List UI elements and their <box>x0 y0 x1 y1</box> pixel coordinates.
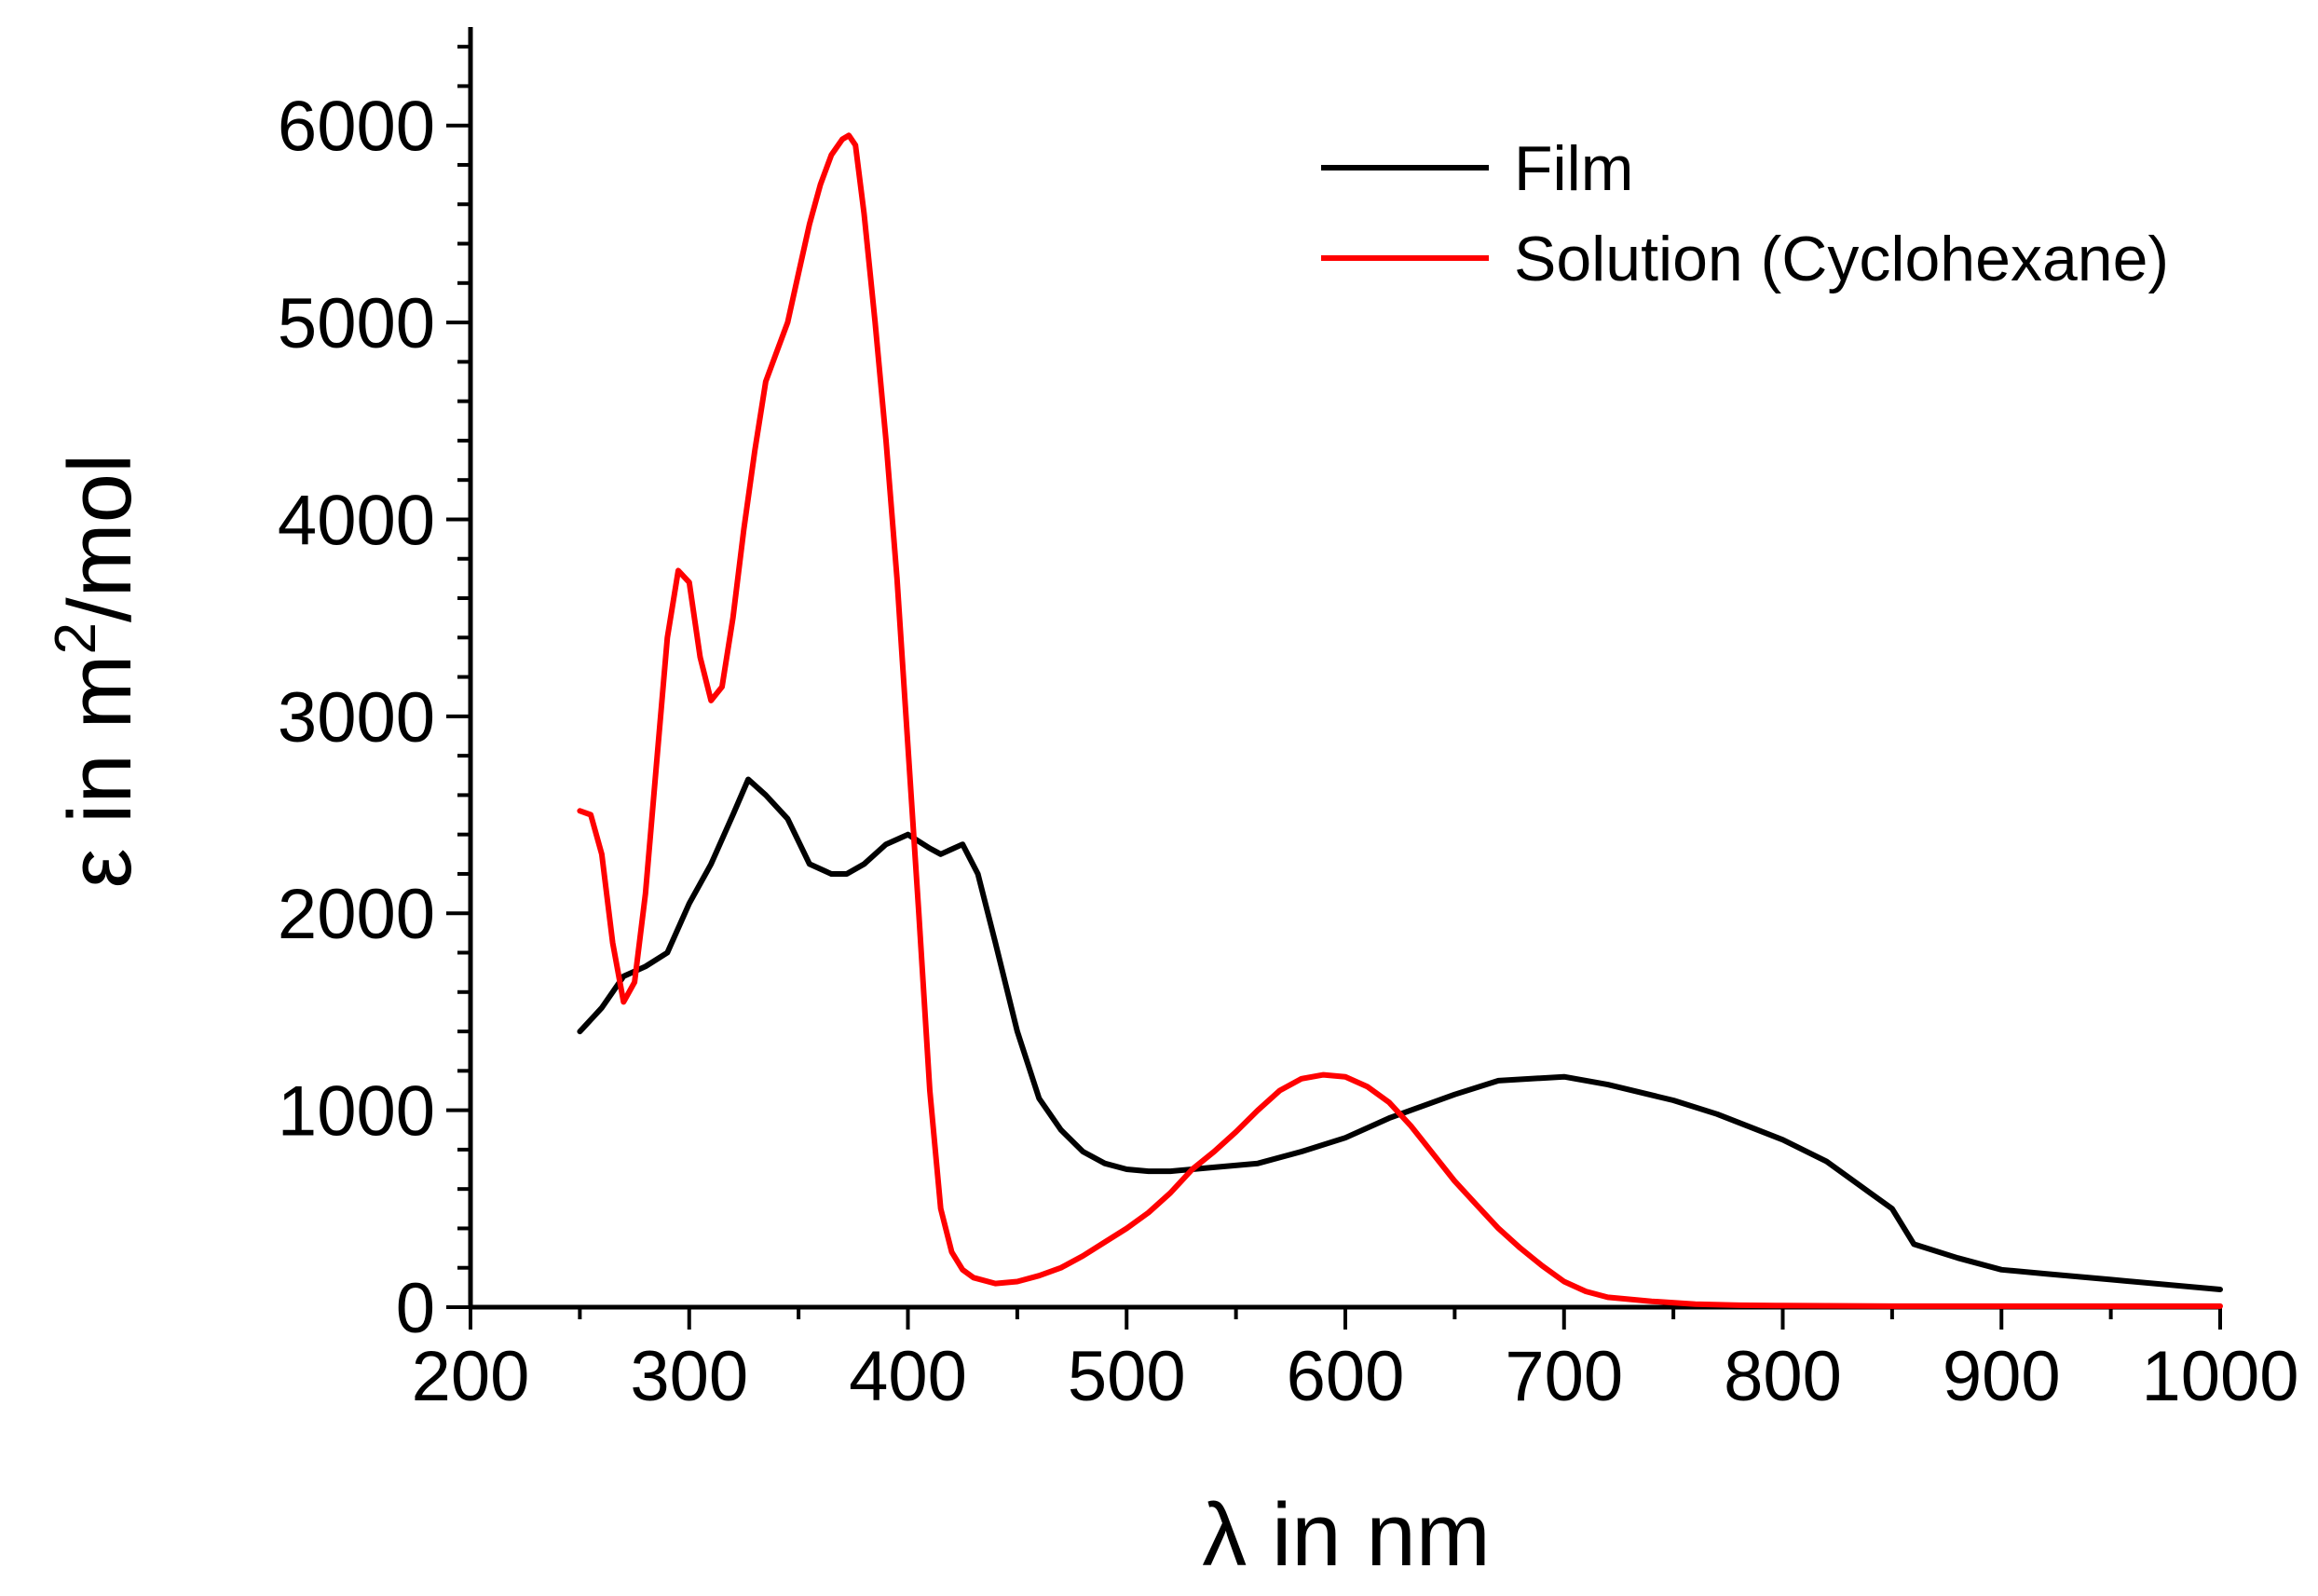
series-line-solution <box>577 132 2223 1309</box>
y-tick-label: 4000 <box>278 481 435 560</box>
x-tick-label: 700 <box>1505 1337 1623 1416</box>
x-tick-label: 1000 <box>2141 1337 2298 1416</box>
y-tick-label: 3000 <box>278 678 435 757</box>
y-tick-label: 6000 <box>278 88 435 167</box>
x-tick-label: 800 <box>1724 1337 1842 1416</box>
legend: Film Solution (Cyclohexane) <box>1321 133 2169 294</box>
x-tick-label: 900 <box>1943 1337 2061 1416</box>
x-tick-label: 400 <box>849 1337 967 1416</box>
x-tick-label: 200 <box>412 1337 530 1416</box>
y-tick-label: 2000 <box>278 875 435 954</box>
y-tick-label: 1000 <box>278 1072 435 1152</box>
y-axis-title: ε in m2/mol <box>44 454 150 889</box>
y-tick-label: 0 <box>396 1269 435 1348</box>
axis-ticks: 200 300 400 500 600 700 800 900 1000 0 1000 2000 300… <box>278 45 2299 1416</box>
x-axis-title: λ in nm <box>1202 1485 1490 1585</box>
data-series <box>577 132 2223 1309</box>
series-line-film <box>577 776 2223 1292</box>
y-axis-title-prefix: ε in m <box>50 655 150 889</box>
x-tick-label: 500 <box>1068 1337 1186 1416</box>
axes <box>468 27 2220 1310</box>
y-axis-title-superscript: 2 <box>44 622 108 654</box>
legend-label-solution: Solution (Cyclohexane) <box>1514 224 2169 294</box>
legend-label-film: Film <box>1514 133 1633 204</box>
x-tick-label: 300 <box>630 1337 748 1416</box>
y-axis-title-suffix: /mol <box>50 454 150 622</box>
y-tick-label: 5000 <box>278 284 435 363</box>
x-tick-label: 600 <box>1287 1337 1405 1416</box>
